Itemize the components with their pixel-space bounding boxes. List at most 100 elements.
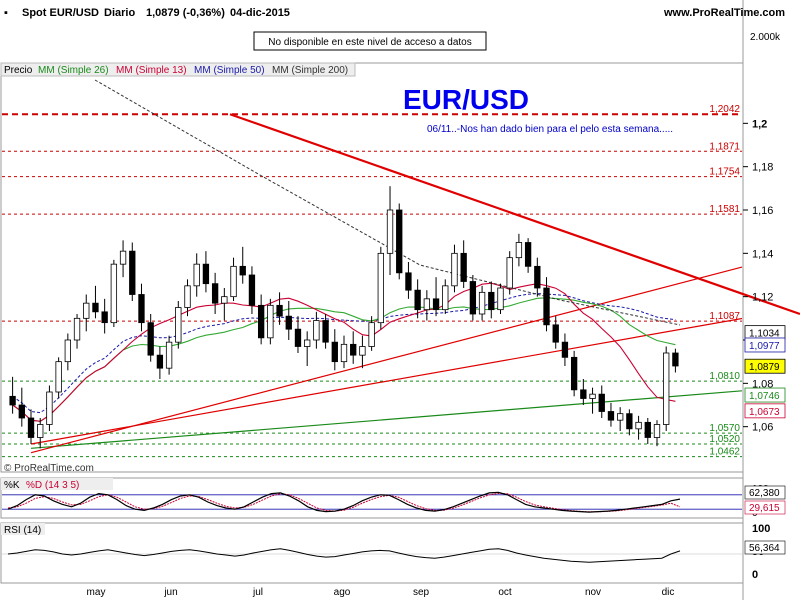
candle-body [451, 252, 458, 287]
chart-title: EUR/USD [403, 84, 529, 115]
stoch-value-box [744, 500, 786, 515]
quote-label: 1,0879 (-0,36%) [146, 7, 225, 19]
price-tag-label: 1,0879 [749, 362, 780, 373]
legend-mm200[interactable]: MM (Simple 200) [272, 65, 348, 76]
date-label: 04-dic-2015 [230, 7, 290, 19]
candle-body [626, 413, 633, 430]
candle-body [248, 274, 256, 306]
candle-body [653, 424, 661, 438]
month-label: jun [163, 587, 177, 598]
legend-price[interactable]: Precio [4, 65, 33, 76]
candle-body [18, 404, 25, 419]
rsi-value-box [744, 540, 786, 555]
candle-body [165, 341, 173, 369]
candle-body [211, 283, 219, 304]
candle-body [663, 352, 670, 425]
candle-body [524, 242, 532, 267]
candle-body [184, 285, 191, 308]
legend-mm26[interactable]: MM (Simple 26) [38, 65, 109, 76]
price-tag-box [744, 358, 786, 374]
month-label: oct [498, 587, 512, 598]
stoch-value-label: 62,380 [749, 488, 780, 499]
candle-body [138, 294, 145, 324]
candle-body [469, 281, 477, 315]
horizontal-levels: 1,2042 1,1871 1,1754 1,1581 1,1087 1,0810 1,05… [2, 104, 742, 458]
resistance-trendline [229, 113, 800, 316]
rsi-value-label: 56,364 [749, 543, 780, 554]
candle-body [193, 263, 200, 287]
candle-body [239, 265, 246, 276]
ma50-line [12, 293, 676, 414]
candle-body [368, 322, 375, 347]
candle-body [322, 320, 329, 343]
comment-text: 06/11..-Nos han dado bien para el pelo e… [427, 124, 673, 135]
candle-body [27, 417, 35, 438]
legend-mm50[interactable]: MM (Simple 50) [194, 65, 265, 76]
candlesticks [9, 186, 679, 449]
candle-body [405, 272, 412, 291]
candle-body [460, 252, 467, 282]
candle-body [672, 352, 679, 367]
stoch-value-box [744, 485, 786, 500]
candle-body [175, 307, 182, 343]
notice-box [253, 31, 487, 51]
price-tick-label: 1,08 [752, 378, 773, 390]
candle-body [83, 302, 90, 319]
ma200-line [94, 79, 681, 326]
price-tick-label: 1,06 [752, 422, 773, 434]
candle-body [304, 339, 311, 347]
candle-body [331, 341, 338, 363]
candle-body [377, 252, 384, 324]
candle-body [267, 304, 274, 339]
candle-body [359, 346, 366, 356]
level-label: 1,1581 [709, 204, 740, 215]
legend-mm13[interactable]: MM (Simple 13) [116, 65, 187, 76]
price-tag-label: 1,0673 [749, 407, 780, 418]
legend-background [0, 62, 356, 77]
candle-body [442, 285, 449, 311]
month-axis: may jun jul ago sep oct nov dic [87, 587, 675, 598]
watermark: © ProRealTime.com [4, 463, 94, 474]
price-tick-label: 1,16 [752, 205, 773, 217]
ma13-line [12, 282, 676, 422]
candle-body [515, 242, 523, 259]
candle-body [506, 257, 513, 289]
month-label: jul [252, 587, 263, 598]
candle-body [617, 413, 624, 421]
stochastic-d-label: %D (14 3 5) [26, 480, 79, 491]
candle-body [294, 328, 302, 347]
candle-body [313, 320, 320, 341]
instrument-label: Spot EUR/USD [22, 7, 99, 19]
candle-body [552, 324, 559, 343]
level-label: 1,1087 [709, 311, 740, 322]
candle-body [340, 343, 348, 363]
candle-body [589, 393, 596, 399]
price-tick-label: 1,12 [752, 292, 773, 304]
candle-body [129, 250, 136, 295]
month-label: nov [585, 587, 601, 598]
price-tick-label: 1,14 [752, 248, 773, 260]
rsi-line-path [7, 548, 681, 563]
stochastic-legend-bg [1, 478, 113, 490]
candle-body [598, 393, 605, 412]
candle-body [156, 354, 164, 369]
month-label: may [87, 587, 106, 598]
period-label: Diario [104, 7, 135, 19]
candle-body [580, 389, 587, 399]
candle-body [423, 298, 431, 311]
candle-body [119, 250, 127, 265]
price-tick-label: 1,18 [752, 162, 773, 174]
candle-body [147, 322, 154, 356]
candle-body [37, 424, 44, 438]
candle-body [488, 291, 495, 311]
trend-lines [30, 113, 800, 454]
level-label: 1,1754 [709, 167, 740, 178]
level-label: 1,0520 [709, 434, 740, 445]
price-tag-label: 1,0746 [749, 391, 780, 402]
candle-body [276, 304, 283, 317]
candle-body [396, 209, 403, 274]
candle-body [534, 265, 541, 289]
